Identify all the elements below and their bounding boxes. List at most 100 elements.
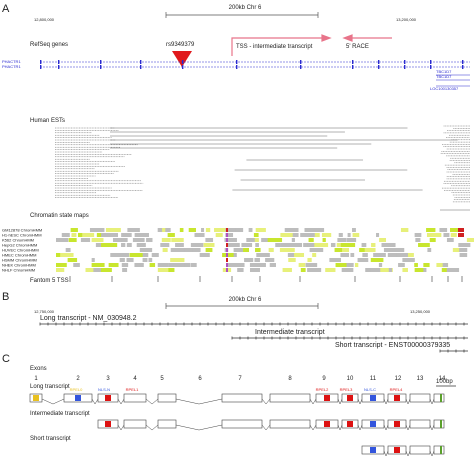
state (370, 258, 384, 262)
state (162, 248, 168, 252)
state (136, 243, 146, 247)
state (436, 263, 449, 267)
gene-label: PHACTR1 (2, 64, 21, 69)
transcript-label: Intermediate transcript (255, 329, 325, 336)
state (244, 258, 254, 262)
domain (347, 395, 353, 401)
state (201, 228, 205, 232)
exon (140, 60, 142, 64)
state (446, 238, 454, 242)
state (287, 253, 300, 257)
state (427, 248, 432, 252)
state (291, 238, 295, 242)
intron (91, 398, 99, 405)
tss-arrow (231, 34, 332, 56)
state (364, 248, 376, 252)
exon (221, 393, 263, 403)
state (450, 233, 457, 237)
domain (33, 395, 39, 401)
state (126, 243, 132, 247)
domain-label: RPEL4 (390, 387, 403, 392)
state (101, 243, 110, 247)
state (134, 228, 139, 232)
transcript-label: Short transcript - ENST00000379335 (335, 342, 450, 349)
state (443, 233, 450, 237)
state (168, 268, 175, 272)
scale-label: 200kb Chr 6 (229, 5, 262, 11)
exon-number: 5 (160, 376, 164, 382)
state (255, 243, 259, 247)
state (402, 258, 414, 262)
state (119, 258, 125, 262)
state (284, 228, 299, 232)
state (112, 238, 127, 242)
state (168, 263, 176, 267)
track-label: Fantom 5 TSS (30, 278, 69, 284)
exon-number: 7 (238, 376, 242, 382)
state (352, 233, 360, 237)
state (224, 238, 237, 242)
exon (157, 419, 177, 429)
intron (117, 424, 125, 431)
state (340, 243, 356, 247)
state (190, 243, 204, 247)
domain (394, 421, 400, 427)
intron (117, 398, 125, 405)
state (342, 248, 350, 252)
domain (324, 395, 330, 401)
intron (405, 424, 411, 431)
state (292, 243, 303, 247)
gene-label: LOC100130357 (430, 86, 459, 91)
state (226, 268, 228, 272)
race-arrow (342, 34, 392, 42)
cell-line-label: NHLF ChromHMM (2, 268, 35, 273)
state (146, 238, 153, 242)
state (162, 228, 166, 232)
domain-label: RPEL3 (340, 387, 353, 392)
exon (433, 419, 445, 429)
state (466, 238, 474, 242)
state (105, 228, 121, 232)
state (226, 243, 228, 247)
state (189, 248, 193, 252)
state (300, 233, 315, 237)
exon (123, 419, 147, 429)
state (255, 248, 261, 252)
state (359, 248, 369, 252)
exon (409, 445, 431, 455)
coord: 13,200,000 (396, 17, 417, 22)
state (108, 263, 119, 267)
state (148, 258, 153, 262)
state (282, 268, 292, 272)
state (215, 233, 223, 237)
state (362, 253, 368, 257)
state (82, 233, 95, 237)
transcript-label: Intermediate transcript (30, 411, 90, 417)
domain (105, 421, 111, 427)
state (132, 238, 145, 242)
state (67, 258, 78, 262)
state (205, 248, 213, 252)
tss-label: TSS - intermediate transcript (236, 44, 313, 50)
state (222, 253, 237, 257)
exon-number: 6 (198, 376, 202, 382)
state (429, 238, 436, 242)
state (80, 238, 91, 242)
track-label: Chromatin state maps (30, 213, 89, 219)
exon (300, 65, 302, 69)
state (400, 228, 409, 232)
domain (370, 447, 376, 453)
panel-label: A (2, 3, 10, 15)
domain (324, 421, 330, 427)
domain-label: NLS-C (364, 387, 376, 392)
state (269, 263, 276, 267)
exon (157, 393, 177, 403)
exon (40, 65, 42, 69)
state (426, 233, 442, 237)
state (249, 268, 261, 272)
state (93, 268, 104, 272)
transcript-label: Short transcript (30, 436, 71, 442)
state (305, 263, 317, 267)
fantom-track (69, 276, 463, 282)
